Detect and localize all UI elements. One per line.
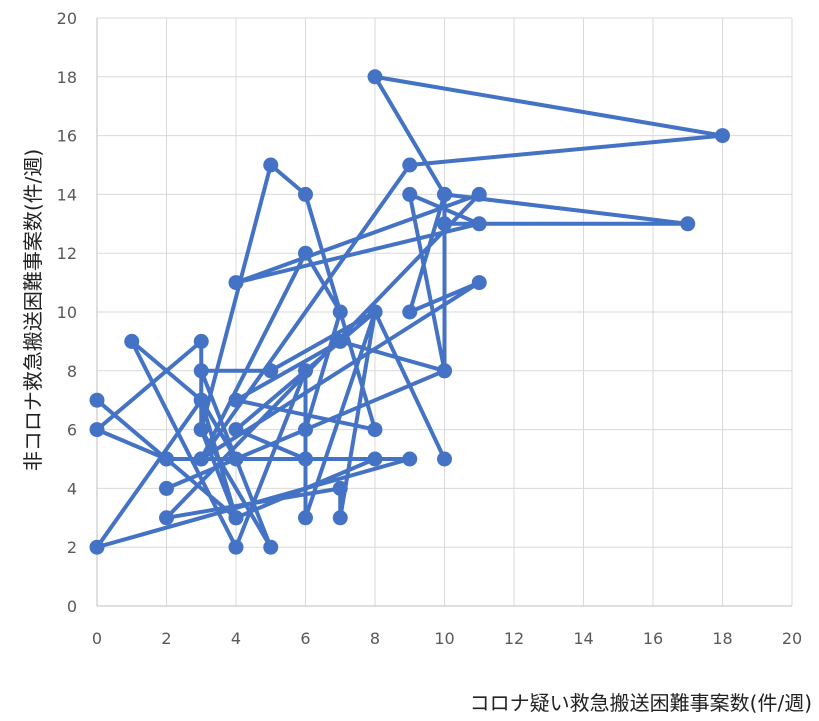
grid <box>96 17 793 607</box>
y-tick-label: 10 <box>57 303 77 322</box>
y-tick-label: 0 <box>67 597 77 616</box>
data-point <box>402 451 418 467</box>
x-tick-label: 0 <box>92 629 102 648</box>
data-point <box>228 539 244 555</box>
y-axis-title: 非コロナ救急搬送困難事案数(件/週) <box>21 149 45 471</box>
data-point <box>298 422 313 438</box>
y-tick-label: 20 <box>57 9 77 28</box>
data-point <box>193 363 209 379</box>
data-point <box>367 69 383 85</box>
data-point <box>437 451 452 467</box>
data-point <box>89 392 105 408</box>
data-point <box>332 480 348 496</box>
data-point <box>680 216 696 232</box>
data-point <box>228 422 244 438</box>
data-point <box>298 245 313 261</box>
y-tick-label: 12 <box>57 244 77 263</box>
tick-labels: 0 2 4 6 8 10 12 14 16 18 20 0 2 4 6 8 10 12 14 16 18 20 <box>57 9 803 648</box>
data-point <box>332 304 348 320</box>
y-tick-label: 8 <box>67 362 77 381</box>
data-point <box>471 186 487 202</box>
x-tick-label: 6 <box>300 629 310 648</box>
x-tick-label: 20 <box>782 629 802 648</box>
data-point <box>193 333 209 349</box>
data-point <box>228 392 244 408</box>
data-point <box>159 510 174 526</box>
data-point <box>89 422 105 438</box>
data-point <box>124 333 140 349</box>
data-point <box>298 186 313 202</box>
data-point <box>159 451 174 467</box>
data-point <box>193 392 209 408</box>
data-point <box>471 216 487 232</box>
data-point <box>332 333 348 349</box>
data-point <box>228 510 244 526</box>
data-point <box>402 304 418 320</box>
data-point <box>263 157 279 173</box>
data-point <box>367 422 383 438</box>
x-tick-label: 10 <box>434 629 454 648</box>
x-tick-label: 2 <box>161 629 171 648</box>
data-point <box>367 304 383 320</box>
y-tick-label: 6 <box>67 421 77 440</box>
y-tick-label: 18 <box>57 68 77 87</box>
data-point <box>263 539 279 555</box>
data-point <box>89 539 105 555</box>
x-axis-title: コロナ疑い救急搬送困難事案数(件/週) <box>470 691 812 715</box>
data-point <box>193 451 209 467</box>
data-point <box>298 510 313 526</box>
x-tick-label: 12 <box>504 629 524 648</box>
x-tick-label: 8 <box>370 629 380 648</box>
y-tick-label: 2 <box>67 538 77 557</box>
data-point <box>437 363 452 379</box>
data-point <box>471 275 487 291</box>
data-point <box>263 363 279 379</box>
data-point <box>228 275 244 291</box>
data-point <box>402 157 418 173</box>
data-point <box>332 510 348 526</box>
x-tick-label: 16 <box>643 629 663 648</box>
y-tick-label: 14 <box>57 185 77 204</box>
x-tick-label: 18 <box>712 629 732 648</box>
y-tick-label: 4 <box>67 479 77 498</box>
data-point <box>159 480 174 496</box>
data-point <box>437 216 452 232</box>
data-point <box>367 451 383 467</box>
x-tick-label: 4 <box>231 629 241 648</box>
y-tick-label: 16 <box>57 127 77 146</box>
data-point <box>437 186 452 202</box>
data-point <box>228 451 244 467</box>
x-tick-label: 14 <box>573 629 593 648</box>
data-point <box>193 422 209 438</box>
data-point <box>298 451 313 467</box>
data-series <box>89 69 730 555</box>
data-point <box>715 128 730 144</box>
data-point <box>298 363 313 379</box>
data-point <box>402 186 418 202</box>
